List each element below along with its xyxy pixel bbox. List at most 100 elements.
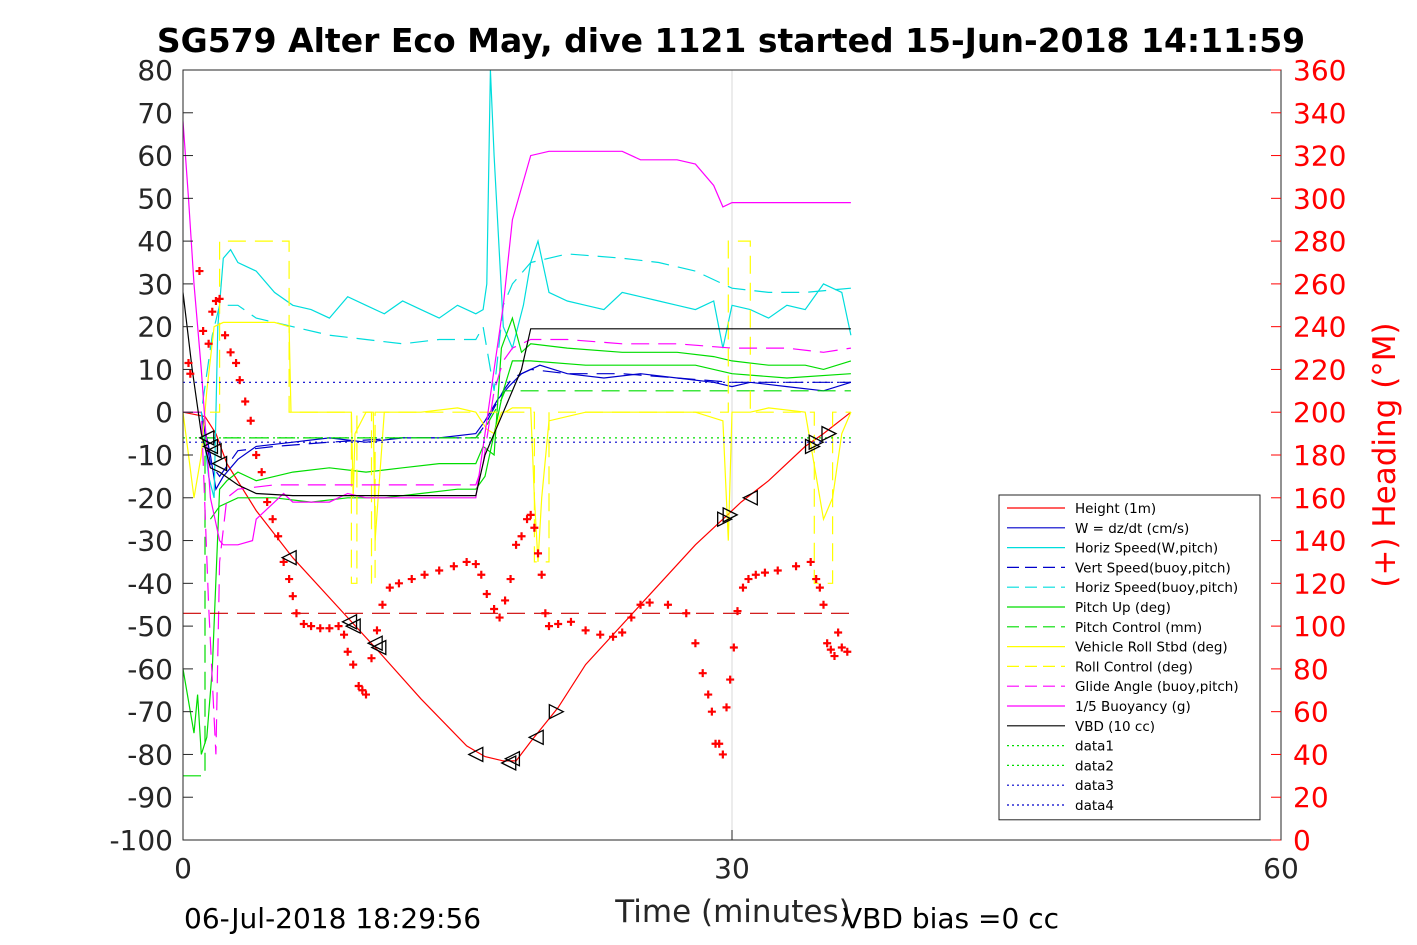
legend-label: Height (1m): [1075, 501, 1156, 517]
right-tick-label: 180: [1293, 439, 1346, 472]
heading-point: [627, 613, 636, 622]
turn-marker: [500, 754, 517, 772]
right-tick-label: 120: [1293, 567, 1346, 600]
heading-point: [343, 647, 352, 656]
heading-point: [378, 600, 387, 609]
heading-point: [792, 562, 801, 571]
heading-point: [241, 397, 250, 406]
left-tick-label: -60: [127, 653, 173, 686]
footer-vbd-bias: VBD bias =0 cc: [843, 902, 1059, 935]
heading-point: [609, 632, 618, 641]
right-y-axis: 0 20 40 60 80 100 120 140 160 180 200 220 240 260 280 3…: [1271, 54, 1346, 857]
heading-point: [830, 652, 839, 661]
right-tick-label: 140: [1293, 525, 1346, 558]
heading-point: [471, 560, 480, 569]
turn-marker: [722, 506, 739, 523]
left-tick-label: -50: [127, 610, 173, 643]
heading-point: [215, 294, 224, 303]
heading-point: [819, 600, 828, 609]
heading-point: [268, 515, 277, 524]
heading-point: [420, 570, 429, 579]
legend-label: Horiz Speed(buoy,pitch): [1075, 580, 1238, 596]
heading-point: [530, 523, 539, 532]
right-tick-label: 220: [1293, 353, 1346, 386]
heading-point: [221, 331, 230, 340]
heading-point: [526, 510, 535, 519]
turn-marker: [741, 489, 758, 506]
heading-point: [235, 376, 244, 385]
heading-point: [435, 566, 444, 575]
turn-marker: [548, 703, 565, 720]
heading-point: [208, 307, 217, 316]
heading-point: [195, 267, 204, 276]
heading-point: [744, 575, 753, 584]
series-line-10: [183, 338, 851, 755]
heading-point: [316, 624, 325, 633]
heading-point: [186, 369, 195, 378]
legend-label: data3: [1075, 778, 1114, 794]
left-tick-label: 40: [137, 225, 173, 258]
heading-point: [636, 600, 645, 609]
heading-point: [823, 639, 832, 648]
heading-point: [354, 682, 363, 690]
left-tick-label: 50: [137, 182, 173, 215]
series-line-4: [183, 253, 851, 413]
heading-point: [246, 416, 255, 425]
heading-point: [449, 562, 458, 571]
legend-label: data4: [1075, 798, 1114, 814]
x-tick-label: 0: [174, 852, 192, 885]
legend-label: data2: [1075, 758, 1114, 774]
heading-point: [184, 359, 193, 368]
series-line-5: [183, 316, 852, 755]
heading-point: [292, 609, 301, 618]
heading-point: [751, 570, 760, 579]
heading-point: [537, 570, 546, 579]
series-line-6: [209, 360, 851, 520]
heading-point: [843, 647, 852, 656]
heading-point: [718, 750, 727, 759]
heading-point: [501, 596, 510, 605]
heading-point: [482, 590, 491, 599]
heading-point: [257, 468, 266, 477]
x-axis: 0 30 60: [174, 830, 1299, 885]
heading-point: [334, 622, 343, 631]
heading-point: [581, 626, 590, 635]
left-tick-label: -70: [127, 696, 173, 729]
right-axis-label: (+) Heading (°M): [1367, 322, 1403, 587]
right-tick-label: 100: [1293, 610, 1346, 643]
heading-point: [385, 583, 394, 592]
heading-point: [372, 626, 381, 635]
heading-point: [773, 566, 782, 575]
x-tick-label: 30: [714, 852, 750, 885]
heading-point: [349, 660, 358, 669]
legend-label: Vert Speed(buoy,pitch): [1075, 560, 1231, 576]
left-tick-label: 10: [137, 353, 173, 386]
heading-point: [226, 348, 235, 357]
right-tick-label: 300: [1293, 182, 1346, 215]
turn-markers: [198, 425, 838, 772]
series-line-11: [183, 121, 851, 546]
heading-point: [691, 639, 700, 648]
heading-point: [738, 583, 747, 592]
heading-point: [199, 326, 208, 335]
legend-label: Pitch Control (mm): [1075, 620, 1202, 636]
left-tick-label: -80: [127, 738, 173, 771]
heading-point: [407, 575, 416, 584]
heading-point: [394, 579, 403, 588]
heading-point: [837, 643, 846, 652]
heading-point: [252, 451, 261, 459]
heading-point: [760, 568, 769, 577]
heading-point: [534, 549, 543, 558]
heading-point: [554, 619, 563, 628]
heading-point: [541, 609, 550, 618]
legend-label: data1: [1075, 739, 1114, 755]
heading-point: [566, 617, 575, 626]
heading-point: [274, 532, 283, 541]
left-tick-label: -100: [109, 824, 173, 857]
heading-point: [279, 557, 288, 566]
heading-point: [715, 739, 724, 748]
series-line-9: [183, 240, 851, 584]
right-tick-label: 20: [1293, 781, 1329, 814]
heading-point: [826, 645, 835, 654]
